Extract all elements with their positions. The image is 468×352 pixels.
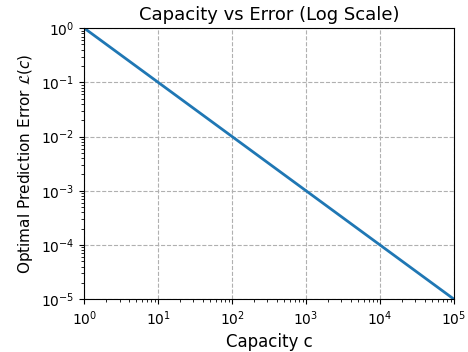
Y-axis label: Optimal Prediction Error $\mathcal{L}(c)$: Optimal Prediction Error $\mathcal{L}(c)… (16, 54, 36, 274)
X-axis label: Capacity c: Capacity c (226, 333, 313, 351)
Title: Capacity vs Error (Log Scale): Capacity vs Error (Log Scale) (139, 6, 399, 24)
